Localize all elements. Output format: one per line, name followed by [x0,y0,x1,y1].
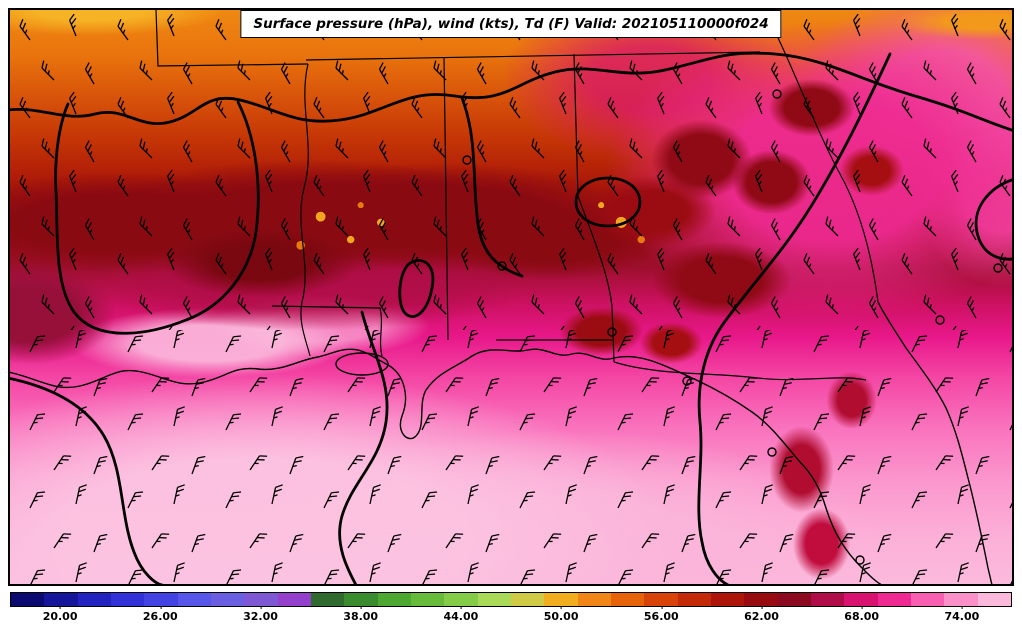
colorbar-segment [777,593,811,606]
map-canvas: Surface pressure (hPa), wind (kts), Td (… [8,8,1014,586]
colorbar-segment [144,593,178,606]
colorbar-tick-label: 62.00 [744,606,779,623]
colorbar-tick-label: 44.00 [443,606,479,623]
colorbar-segment [210,593,245,606]
colorbar-segment [444,593,478,606]
colorbar-segment [610,593,645,606]
colorbar-segment [110,593,145,606]
colorbar-segment [944,593,978,606]
colorbar-segment [310,593,345,606]
colorbar-segment [344,593,378,606]
colorbar-tick-label: 56.00 [643,606,679,623]
colorbar-segment [544,593,578,606]
colorbar-tick-label: 38.00 [343,606,379,623]
colorbar-tick-label: 20.00 [42,606,78,623]
colorbar-segment [244,593,278,606]
colorbar-segment [377,593,411,606]
colorbar-gradient [10,592,1012,607]
colorbar-segment [910,593,945,606]
colorbar-segment [744,593,778,606]
colorbar-segment [810,593,845,606]
colorbar-segment [44,593,78,606]
colorbar-segment [644,593,678,606]
colorbar-segment [410,593,445,606]
map-overlay [10,10,1012,584]
colorbar-segment [877,593,911,606]
colorbar-tick-label: 26.00 [142,606,178,623]
colorbar-segment [77,593,111,606]
colorbar-segment [677,593,711,606]
colorbar-tick-label: 68.00 [844,606,880,623]
colorbar-tick-label: 50.00 [543,606,579,623]
map-title-box: Surface pressure (hPa), wind (kts), Td (… [240,10,782,38]
colorbar-tick-labels: 20.00 26.00 32.00 38.00 44.00 50.00 56.00 62.00… [10,606,1012,628]
colorbar-segment [277,593,311,606]
pressure-contours [10,51,1012,584]
colorbar-segment [844,593,878,606]
wind-barbs-layer [10,10,1012,584]
colorbar-segment [510,593,545,606]
colorbar-segment [477,593,511,606]
colorbar-segment [977,593,1011,606]
colorbar-segment [11,593,45,606]
colorbar-segment [710,593,745,606]
map-title: Surface pressure (hPa), wind (kts), Td (… [253,16,769,32]
colorbar-segment [577,593,611,606]
colorbar-segment [177,593,211,606]
colorbar-tick-label: 32.00 [243,606,278,623]
station-circles [462,89,1003,565]
colorbar-tick-label: 74.00 [944,606,980,623]
